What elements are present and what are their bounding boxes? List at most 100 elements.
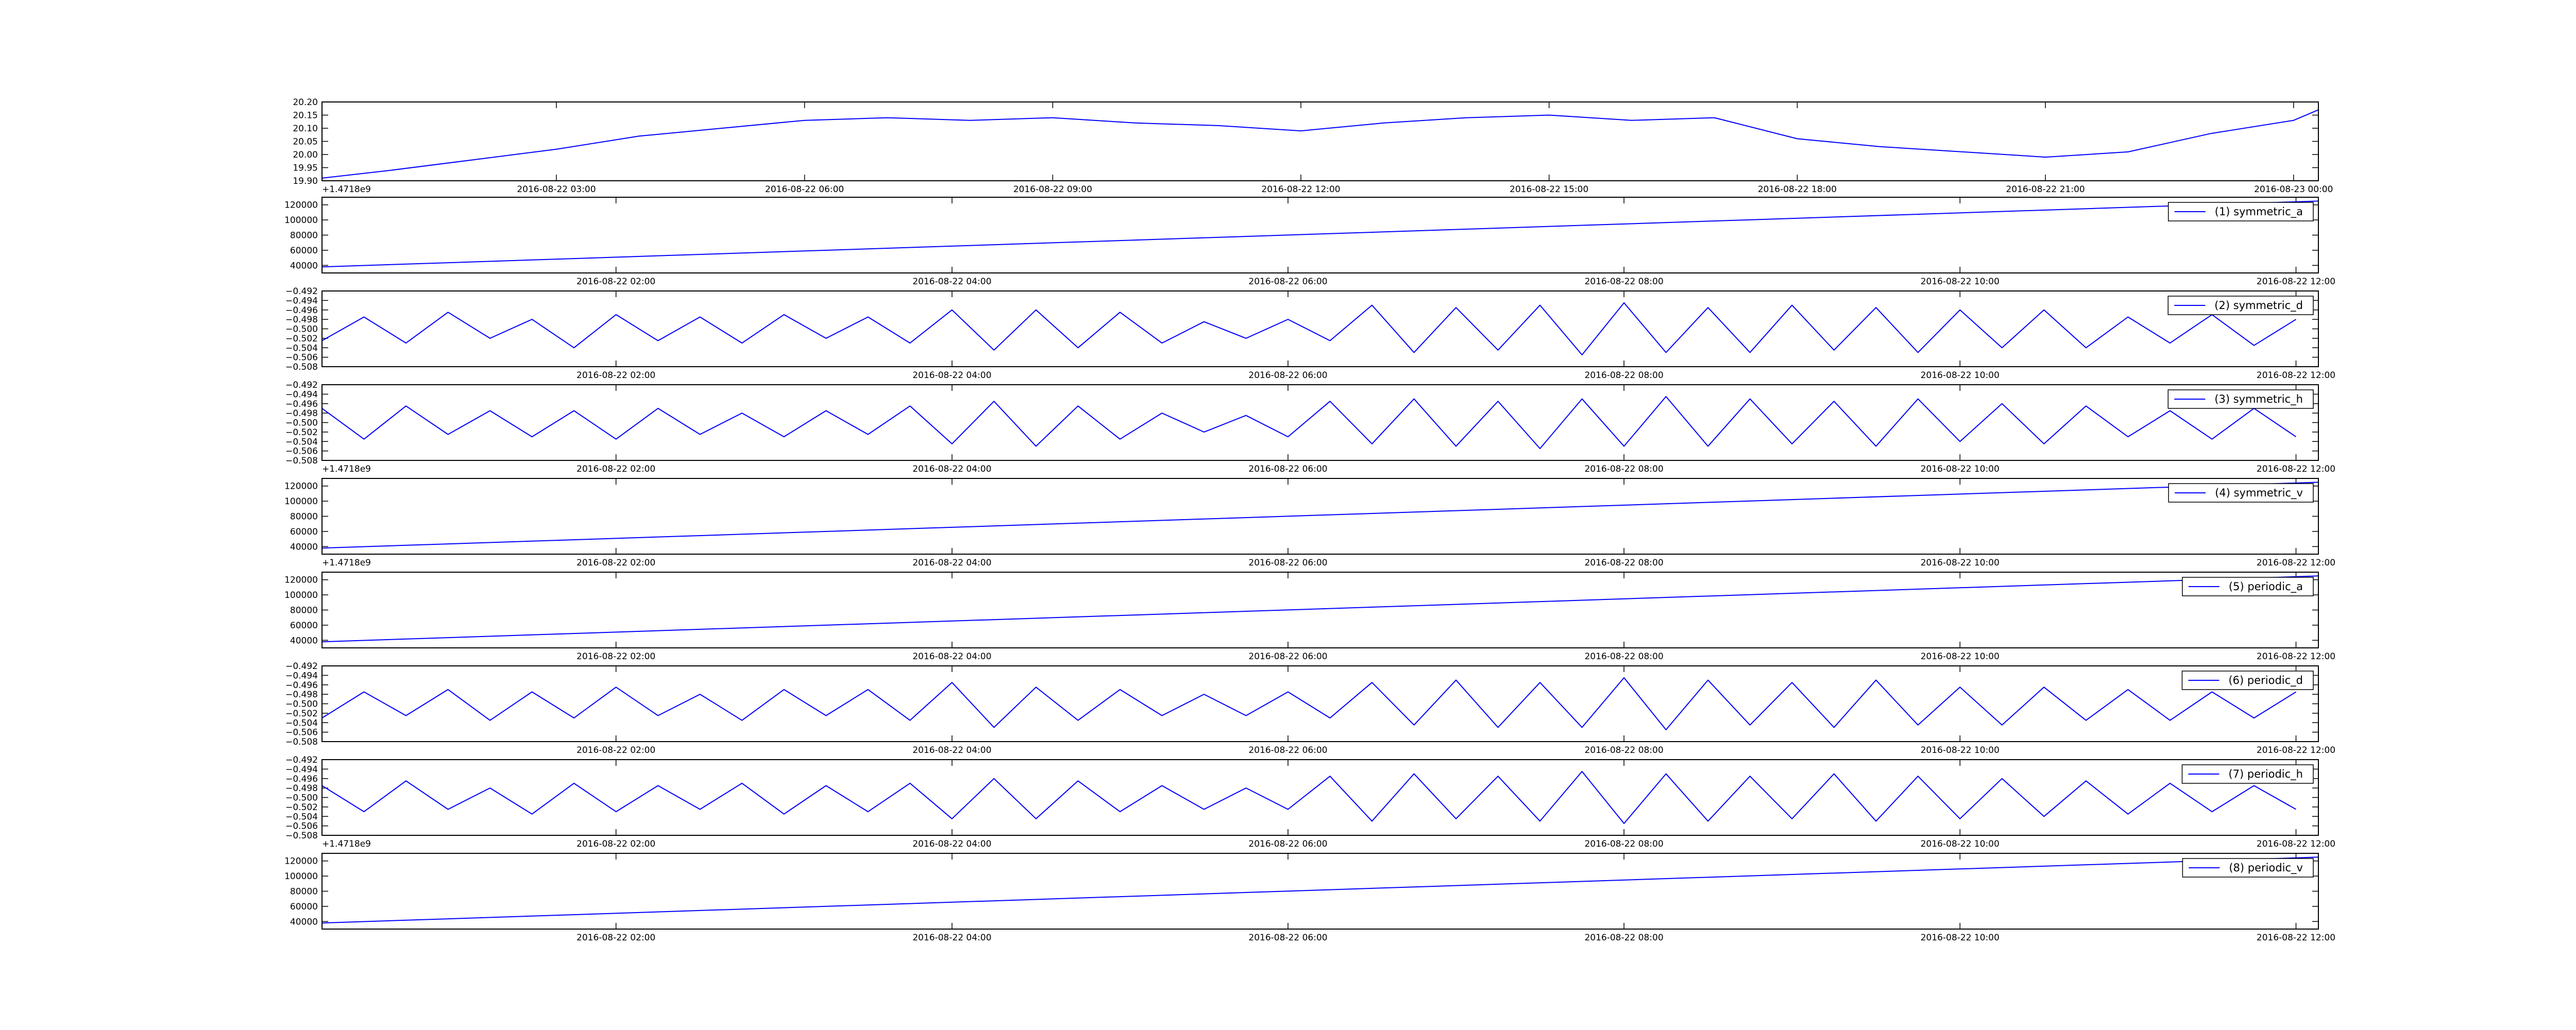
y-tick-label: 19.95 <box>293 163 318 174</box>
x-tick-label: 2016-08-22 08:00 <box>1585 370 1664 381</box>
x-tick-label: 2016-08-22 04:00 <box>912 464 991 474</box>
y-tick-label: 20.00 <box>293 150 318 160</box>
y-tick-label: 80000 <box>290 606 318 616</box>
x-tick-label: 2016-08-22 12:00 <box>1261 184 1340 195</box>
y-tick-label: 60000 <box>290 902 318 912</box>
plot-area <box>322 478 2318 554</box>
y-tick-label: −0.492 <box>285 661 318 672</box>
y-tick-label: −0.500 <box>285 793 318 803</box>
y-tick-label: 120000 <box>284 482 318 492</box>
plot-area <box>322 385 2318 460</box>
x-tick-label: 2016-08-22 12:00 <box>2257 370 2335 381</box>
subplot: −0.508−0.506−0.504−0.502−0.500−0.498−0.4… <box>285 661 2335 756</box>
legend: (3) symmetric_h <box>2167 389 2314 409</box>
x-tick-label: 2016-08-22 02:00 <box>577 839 655 849</box>
data-line <box>321 575 2319 643</box>
y-tick-label: −0.504 <box>285 812 318 822</box>
x-tick-label: 2016-08-22 04:00 <box>912 277 991 287</box>
x-tick-label: 2016-08-22 02:00 <box>577 370 655 381</box>
y-tick-label: 120000 <box>284 200 318 211</box>
y-tick-label: −0.498 <box>285 783 318 794</box>
x-tick-label: 2016-08-22 04:00 <box>912 651 991 662</box>
y-tick-label: 40000 <box>290 542 318 552</box>
y-tick-label: 60000 <box>290 621 318 631</box>
legend: (1) symmetric_a <box>2168 202 2314 221</box>
y-tick-label: 20.10 <box>293 124 318 134</box>
offset-text: +1.4718e9 <box>322 558 371 568</box>
x-tick-label: 2016-08-22 10:00 <box>1921 933 1999 943</box>
y-tick-label: −0.502 <box>285 334 318 344</box>
y-tick-label: −0.496 <box>285 680 318 691</box>
y-tick-label: −0.502 <box>285 802 318 813</box>
x-tick-label: 2016-08-22 21:00 <box>2006 184 2085 195</box>
y-tick-label: 40000 <box>290 917 318 927</box>
y-tick-label: −0.496 <box>285 305 318 316</box>
plot-area <box>322 197 2318 273</box>
y-tick-label: −0.500 <box>285 699 318 710</box>
y-tick-label: −0.508 <box>285 737 318 747</box>
x-tick-label: 2016-08-22 08:00 <box>1585 558 1664 568</box>
legend-label: (3) symmetric_h <box>2214 393 2303 406</box>
y-tick-label: −0.500 <box>285 324 318 335</box>
y-tick-label: 20.20 <box>293 97 318 108</box>
legend: (2) symmetric_d <box>2167 296 2314 315</box>
x-tick-label: 2016-08-22 04:00 <box>912 745 991 756</box>
x-tick-label: 2016-08-22 06:00 <box>1248 933 1327 943</box>
axes-frame <box>321 290 2319 367</box>
x-tick-label: 2016-08-23 00:00 <box>2254 184 2333 195</box>
y-tick-label: −0.508 <box>285 831 318 841</box>
x-tick-label: 2016-08-22 18:00 <box>1758 184 1837 195</box>
y-tick-label: 60000 <box>290 246 318 256</box>
y-tick-label: −0.500 <box>285 418 318 428</box>
y-tick-label: −0.506 <box>285 353 318 363</box>
x-tick-label: 2016-08-22 02:00 <box>577 277 655 287</box>
subplot: −0.508−0.506−0.504−0.502−0.500−0.498−0.4… <box>285 380 2335 474</box>
x-tick-label: 2016-08-22 06:00 <box>1248 839 1327 849</box>
legend-label: (6) periodic_d <box>2228 674 2303 687</box>
legend-label: (4) symmetric_v <box>2215 487 2303 500</box>
x-tick-label: 2016-08-22 06:00 <box>1248 745 1327 756</box>
y-tick-label: −0.494 <box>285 671 318 681</box>
axes-frame <box>321 197 2319 273</box>
x-tick-label: 2016-08-22 08:00 <box>1585 464 1664 474</box>
y-tick-label: 100000 <box>284 496 318 507</box>
y-tick-label: 80000 <box>290 512 318 522</box>
data-line <box>321 302 2297 355</box>
offset-text: +1.4718e9 <box>322 464 371 474</box>
x-tick-label: 2016-08-22 04:00 <box>912 839 991 849</box>
y-tick-label: 100000 <box>284 871 318 882</box>
x-tick-label: 2016-08-22 02:00 <box>577 558 655 568</box>
y-tick-label: −0.504 <box>285 718 318 728</box>
y-tick-label: −0.496 <box>285 399 318 409</box>
x-tick-label: 2016-08-22 08:00 <box>1585 933 1664 943</box>
legend-label: (5) periodic_a <box>2229 580 2303 593</box>
y-tick-label: −0.504 <box>285 343 318 353</box>
y-tick-label: −0.492 <box>285 286 318 297</box>
y-tick-label: 80000 <box>290 231 318 241</box>
y-tick-label: −0.496 <box>285 774 318 784</box>
offset-text: +1.4718e9 <box>322 839 371 849</box>
y-tick-label: 120000 <box>284 856 318 867</box>
axes-frame <box>321 853 2319 930</box>
axes-frame <box>321 759 2319 836</box>
axes-frame <box>321 665 2319 742</box>
x-tick-label: 2016-08-22 09:00 <box>1013 184 1092 195</box>
x-tick-label: 2016-08-22 08:00 <box>1585 839 1664 849</box>
plot-area <box>322 102 2318 181</box>
legend: (4) symmetric_v <box>2168 483 2314 503</box>
legend-label: (8) periodic_v <box>2229 862 2303 874</box>
legend-label: (1) symmetric_a <box>2215 205 2303 218</box>
y-tick-label: −0.506 <box>285 447 318 457</box>
y-tick-label: 19.90 <box>293 176 318 186</box>
x-tick-label: 2016-08-22 06:00 <box>765 184 844 195</box>
x-tick-label: 2016-08-22 02:00 <box>577 464 655 474</box>
x-tick-label: 2016-08-22 08:00 <box>1585 277 1664 287</box>
legend-label: (2) symmetric_d <box>2214 299 2303 312</box>
plot-area <box>322 853 2318 929</box>
x-tick-label: 2016-08-22 12:00 <box>2257 558 2335 568</box>
x-tick-label: 2016-08-22 12:00 <box>2257 277 2335 287</box>
x-tick-label: 2016-08-22 10:00 <box>1921 370 1999 381</box>
y-tick-label: 20.05 <box>293 137 318 147</box>
x-tick-label: 2016-08-22 06:00 <box>1248 651 1327 662</box>
